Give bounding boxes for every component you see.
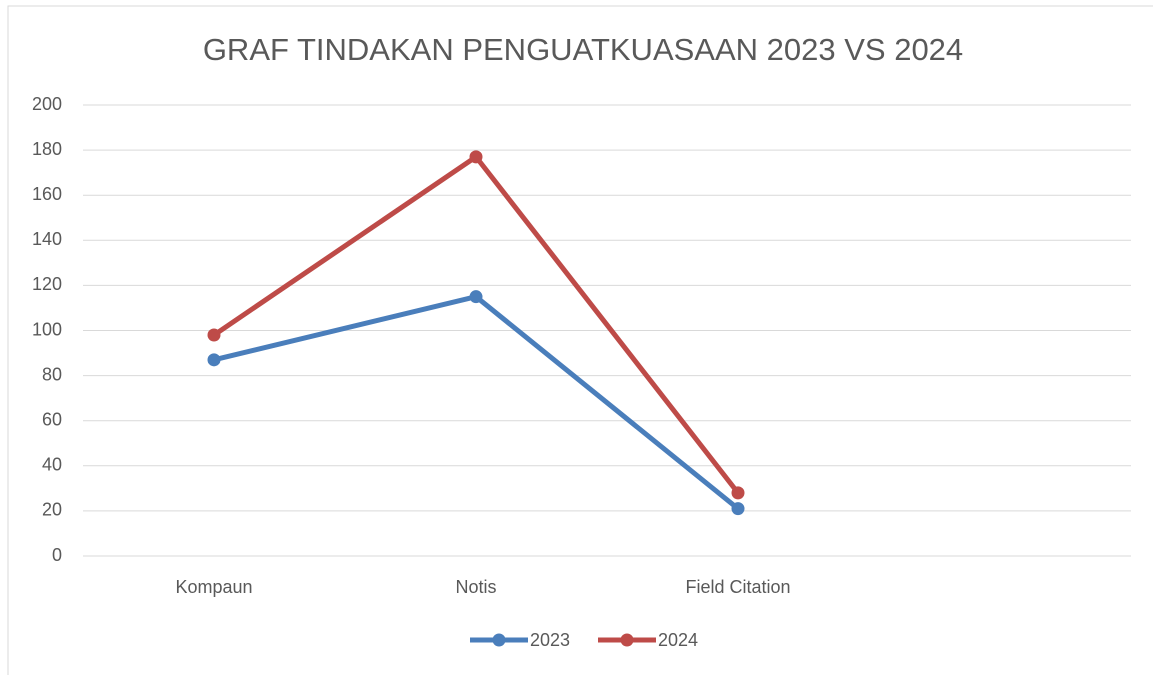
point	[731, 486, 745, 500]
y-tick-label: 160	[32, 184, 62, 204]
y-tick-label: 80	[42, 364, 62, 384]
point	[731, 502, 745, 516]
legend-marker	[492, 633, 506, 647]
y-tick-label: 180	[32, 139, 62, 159]
legend-marker	[620, 633, 634, 647]
y-tick-label: 60	[42, 409, 62, 429]
point	[469, 290, 483, 304]
y-tick-label: 40	[42, 455, 62, 475]
chart-title: GRAF TINDAKAN PENGUATKUASAAN 2023 VS 202…	[203, 32, 963, 67]
y-tick-label: 140	[32, 229, 62, 249]
point	[207, 353, 221, 367]
point	[207, 328, 221, 342]
y-tick-label: 0	[52, 545, 62, 565]
x-tick-label: Field Citation	[685, 577, 790, 597]
legend-label: 2023	[530, 630, 570, 650]
legend-label: 2024	[658, 630, 698, 650]
y-tick-label: 20	[42, 500, 62, 520]
y-tick-label: 120	[32, 274, 62, 294]
x-tick-label: Notis	[455, 577, 496, 597]
y-tick-label: 100	[32, 319, 62, 339]
chart-border	[7, 5, 1153, 675]
x-tick-label: Kompaun	[175, 577, 252, 597]
point	[469, 150, 483, 164]
y-tick-label: 200	[32, 94, 62, 114]
